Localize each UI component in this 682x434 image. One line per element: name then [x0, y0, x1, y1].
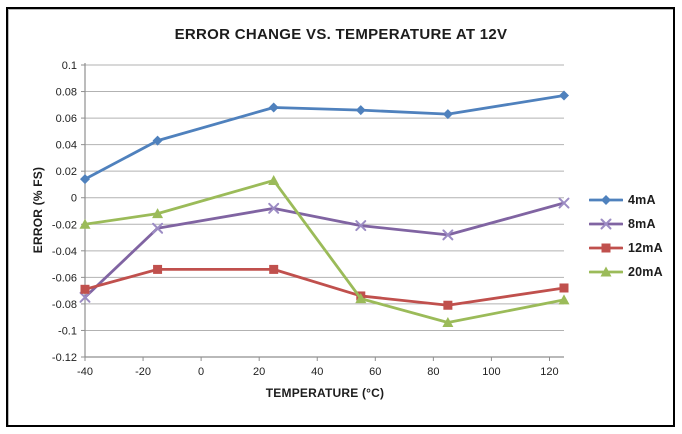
- marker-4mA: [442, 109, 453, 120]
- legend: 4mA 8mA 12mA 20mA: [589, 192, 663, 280]
- legend-item-12mA: 12mA: [589, 240, 663, 256]
- marker-20mA: [442, 316, 454, 327]
- marker-4mA: [152, 135, 163, 146]
- x-tick-label: 120: [540, 366, 558, 378]
- y-tick-label: 0.04: [56, 140, 77, 152]
- legend-item-20mA: 20mA: [589, 264, 663, 280]
- legend-label: 12mA: [628, 241, 663, 255]
- legend-label: 20mA: [628, 265, 663, 279]
- marker-8mA: [442, 229, 454, 241]
- legend-label: 4mA: [628, 193, 656, 207]
- marker-4mA: [268, 102, 279, 113]
- y-tick-label: -0.02: [52, 219, 77, 231]
- y-tick-label: 0: [71, 193, 77, 205]
- y-tick-label: -0.1: [58, 325, 77, 337]
- series-line-20mA: [83, 179, 566, 324]
- x-tick-label: 20: [253, 366, 265, 378]
- marker-4mA: [559, 90, 569, 101]
- marker-20mA: [558, 294, 570, 305]
- y-tick-label: 0.1: [62, 60, 77, 72]
- series-line-4mA: [83, 94, 566, 181]
- marker-12mA: [269, 264, 279, 274]
- marker-8mA: [268, 202, 280, 214]
- y-tick-label: 0.08: [56, 87, 77, 99]
- marker-20mA: [268, 174, 280, 185]
- y-tick-label: -0.08: [52, 299, 77, 311]
- legend-item-8mA: 8mA: [589, 216, 663, 232]
- marker-12mA: [80, 284, 90, 294]
- x-tick-label: 80: [427, 366, 439, 378]
- y-tick-label: 0.06: [56, 113, 77, 125]
- marker-8mA: [152, 222, 164, 234]
- legend-marker-square-icon: [589, 243, 623, 253]
- marker-4mA: [80, 174, 90, 185]
- marker-12mA: [153, 264, 163, 274]
- marker-8mA: [355, 220, 367, 232]
- marker-8mA: [558, 197, 570, 209]
- series-line-12mA: [83, 267, 566, 307]
- chart-title: ERROR CHANGE VS. TEMPERATURE AT 12V: [174, 26, 508, 43]
- marker-20mA: [79, 218, 91, 229]
- y-tick-label: -0.04: [52, 246, 77, 258]
- marker-12mA: [559, 283, 569, 293]
- series-line-8mA: [83, 201, 566, 299]
- y-tick-label: 0.02: [56, 166, 77, 178]
- legend-label: 8mA: [628, 217, 656, 231]
- x-tick-label: -40: [77, 366, 93, 378]
- x-tick-label: -20: [135, 366, 151, 378]
- y-tick-label: -0.06: [52, 272, 77, 284]
- legend-marker-triangle-icon: [589, 266, 623, 277]
- marker-12mA: [443, 300, 453, 310]
- marker-8mA: [79, 291, 91, 303]
- y-axis-title: ERROR (% FS): [31, 166, 45, 254]
- marker-4mA: [355, 105, 366, 116]
- legend-marker-diamond-icon: [589, 195, 623, 205]
- y-tick-label: -0.12: [52, 352, 77, 364]
- x-tick-label: 60: [369, 366, 381, 378]
- marker-20mA: [355, 293, 367, 304]
- x-tick-label: 0: [198, 366, 204, 378]
- marker-20mA: [152, 208, 164, 219]
- legend-item-4mA: 4mA: [589, 192, 663, 208]
- legend-marker-x-icon: [589, 218, 623, 230]
- x-tick-label: 100: [482, 366, 500, 378]
- x-axis-title: TEMPERATURE (°C): [265, 386, 385, 400]
- x-tick-label: 40: [311, 366, 323, 378]
